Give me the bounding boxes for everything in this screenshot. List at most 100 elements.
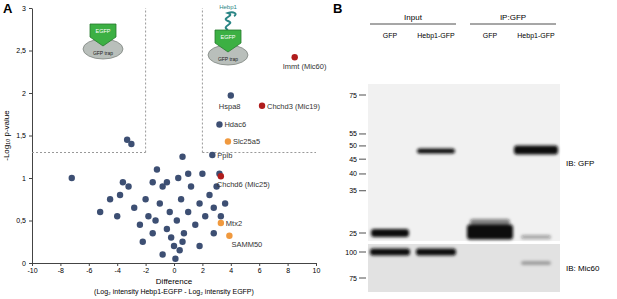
blot-label: IB: GFP bbox=[566, 159, 594, 168]
data-point bbox=[164, 226, 170, 232]
tick-mark bbox=[202, 263, 203, 266]
point-label: Ppib bbox=[217, 151, 232, 160]
tick-label: 0,5 bbox=[16, 217, 26, 224]
point-label: Hdac6 bbox=[224, 120, 246, 129]
tick-label: 0 bbox=[173, 267, 177, 274]
tick-mark bbox=[29, 221, 32, 222]
icon-label: Hebp1 bbox=[219, 4, 237, 10]
marker-label: 75 bbox=[349, 275, 357, 282]
marker-label: 45 bbox=[349, 156, 357, 163]
x-tick: 4 bbox=[229, 263, 233, 274]
x-tick: -8 bbox=[58, 263, 64, 274]
x-axis-title: Difference bbox=[156, 277, 193, 286]
panel-letter: A bbox=[3, 1, 13, 16]
marker-tick bbox=[359, 252, 366, 253]
band bbox=[521, 235, 551, 239]
plot-area bbox=[32, 8, 316, 262]
threshold-line bbox=[32, 152, 146, 153]
tick-mark bbox=[29, 178, 32, 179]
data-point bbox=[128, 141, 134, 147]
band bbox=[417, 149, 455, 154]
data-point bbox=[211, 230, 217, 236]
tick-mark bbox=[29, 93, 32, 94]
data-point bbox=[175, 175, 181, 181]
lane-label: Hebp1-GFP bbox=[517, 32, 555, 40]
data-point bbox=[222, 200, 228, 206]
marker-tick bbox=[359, 278, 366, 279]
tick-label: 2 bbox=[201, 267, 205, 274]
y-axis: 00,511,522,53 bbox=[16, 5, 32, 267]
lane-label: Hebp1-GFP bbox=[417, 32, 455, 40]
data-point bbox=[179, 154, 185, 160]
tick-label: 8 bbox=[286, 267, 290, 274]
x-tick: -2 bbox=[143, 263, 149, 274]
data-point bbox=[228, 92, 234, 98]
band bbox=[371, 229, 409, 237]
data-point bbox=[150, 179, 156, 185]
tag-protein bbox=[90, 24, 116, 46]
point-label: Mtx2 bbox=[226, 219, 242, 228]
band bbox=[370, 249, 410, 256]
data-point bbox=[211, 205, 217, 211]
group-line bbox=[470, 24, 556, 25]
data-point bbox=[145, 213, 151, 219]
x-tick: 8 bbox=[286, 263, 290, 274]
data-point bbox=[142, 196, 148, 202]
data-point bbox=[164, 179, 170, 185]
data-point bbox=[171, 243, 177, 249]
tick-label: 4 bbox=[229, 267, 233, 274]
x-axis-title: (Log₂ intensity Hebp1-EGFP - Log₂ intens… bbox=[94, 288, 254, 296]
data-point bbox=[216, 121, 222, 127]
bands bbox=[370, 146, 558, 266]
data-point bbox=[206, 192, 212, 198]
tick-mark bbox=[29, 51, 32, 52]
y-tick: 2 bbox=[22, 90, 32, 97]
band bbox=[467, 225, 513, 240]
data-point bbox=[196, 243, 202, 249]
data-point bbox=[120, 179, 126, 185]
data-point bbox=[131, 205, 137, 211]
band bbox=[470, 219, 510, 225]
data-point bbox=[159, 251, 165, 257]
tick-mark bbox=[316, 263, 317, 266]
tick-mark bbox=[174, 263, 175, 266]
tick-label: -6 bbox=[86, 267, 92, 274]
tick-label: -10 bbox=[27, 267, 37, 274]
y-axis-title: -Log₁₀ p-value bbox=[2, 110, 11, 161]
data-point bbox=[181, 230, 187, 236]
marker-label: 40 bbox=[349, 170, 357, 177]
point-label: Chchd3 (Mic19) bbox=[267, 102, 320, 111]
group-label: IP:GFP bbox=[500, 13, 526, 22]
data-point bbox=[259, 103, 265, 109]
data-point bbox=[69, 175, 75, 181]
tick-label: 0 bbox=[22, 260, 26, 267]
data-point bbox=[179, 239, 185, 245]
tick-label: 1 bbox=[22, 175, 26, 182]
marker-tick bbox=[359, 233, 366, 234]
tick-mark bbox=[89, 263, 90, 266]
icon-label: GFP trap bbox=[218, 56, 238, 62]
data-point bbox=[292, 54, 298, 60]
marker-tick bbox=[359, 145, 366, 146]
data-point bbox=[114, 213, 120, 219]
data-point bbox=[188, 183, 194, 189]
data-point bbox=[176, 247, 182, 253]
blot-image bbox=[368, 244, 560, 292]
lane-label: GFP bbox=[383, 32, 398, 39]
data-point bbox=[202, 213, 208, 219]
data-point bbox=[185, 171, 191, 177]
marker-tick bbox=[359, 133, 366, 134]
data-point bbox=[218, 213, 224, 219]
marker-tick bbox=[359, 173, 366, 174]
tick-label: 2,5 bbox=[16, 47, 26, 54]
tick-label: 10 bbox=[313, 267, 321, 274]
tag-protein bbox=[215, 30, 241, 52]
icon: Hebp1EGFPGFP trap bbox=[208, 4, 248, 65]
y-tick: 0,5 bbox=[16, 217, 32, 224]
x-tick: 6 bbox=[258, 263, 262, 274]
tick-mark bbox=[117, 263, 118, 266]
fusion-protein bbox=[226, 12, 236, 30]
data-point bbox=[107, 196, 113, 202]
data-point bbox=[196, 200, 202, 206]
tick-label: -2 bbox=[143, 267, 149, 274]
